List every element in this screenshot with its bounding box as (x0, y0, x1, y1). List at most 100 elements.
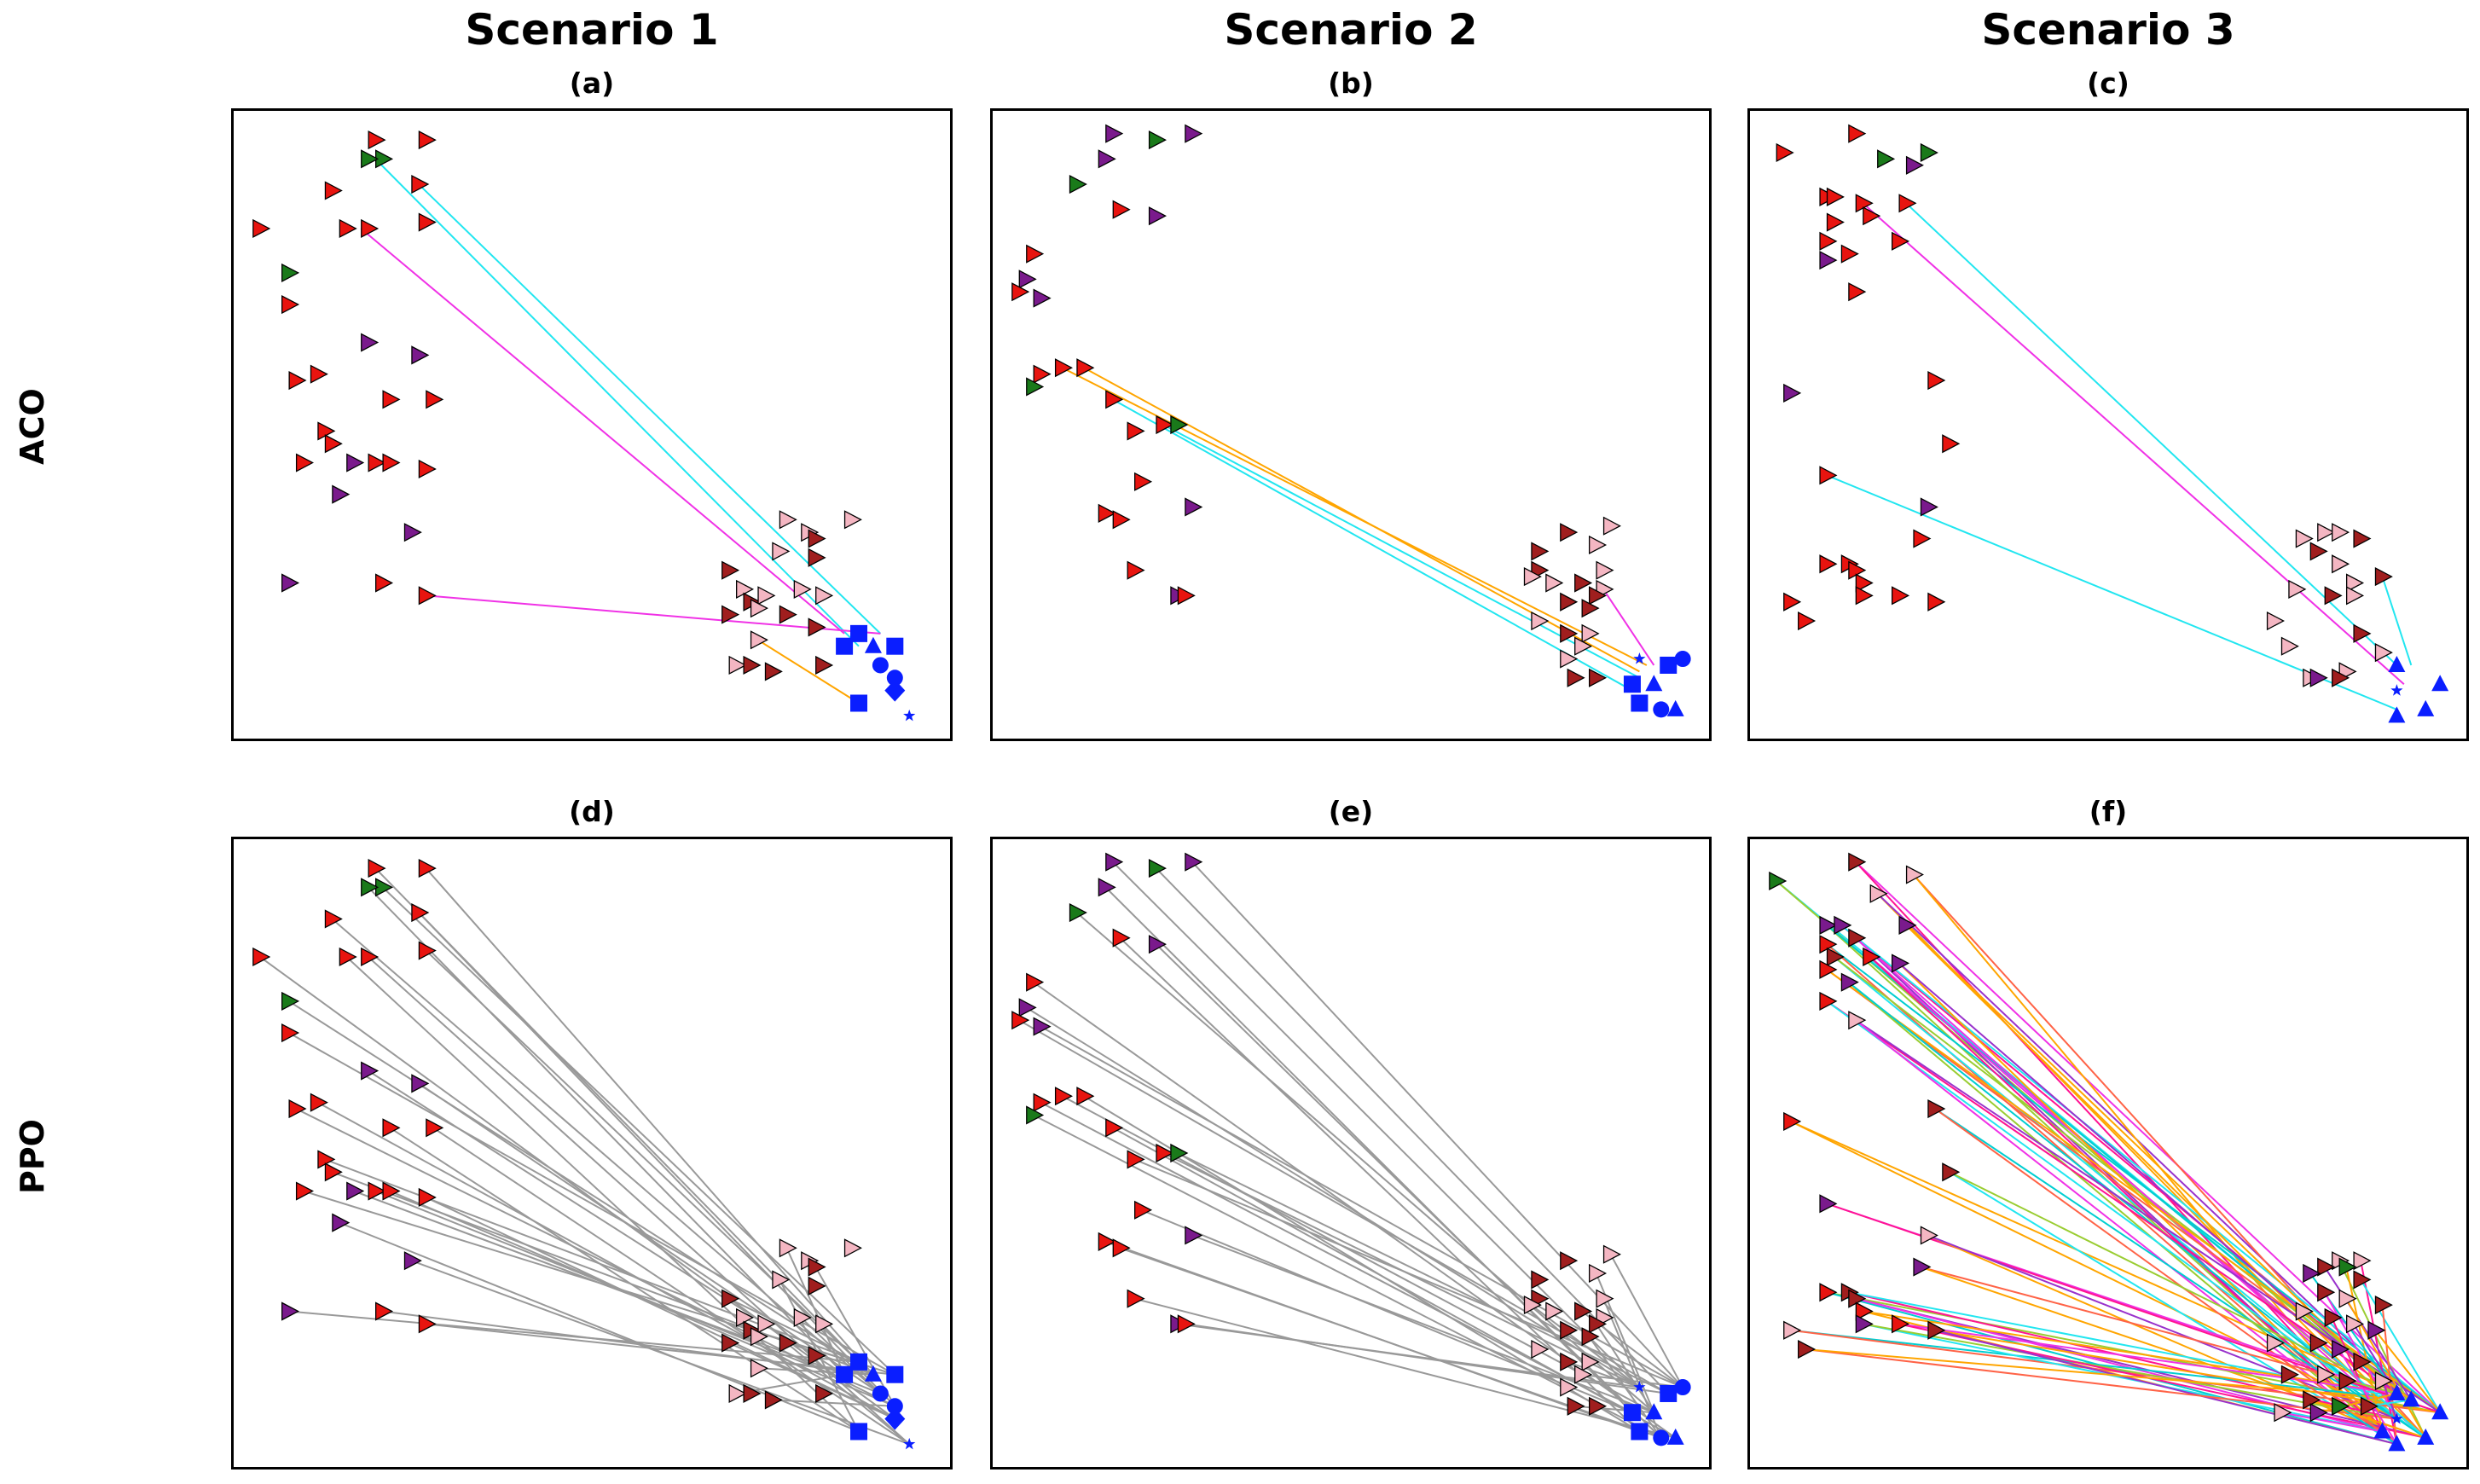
target-marker (1033, 364, 1052, 384)
target-marker (418, 212, 437, 232)
target-marker (339, 218, 357, 239)
target-marker (2353, 529, 2372, 548)
target-marker (815, 1314, 834, 1334)
target-marker (1892, 231, 1910, 251)
route-line (1949, 1171, 2397, 1446)
target-marker (252, 218, 271, 239)
panel-f (1747, 837, 2469, 1470)
target-marker (288, 370, 307, 391)
unit-circle-marker (886, 1398, 903, 1415)
target-marker (1848, 1011, 1867, 1030)
target-marker (2332, 668, 2350, 687)
route-line (1826, 1000, 2397, 1394)
target-marker (2345, 573, 2365, 593)
target-marker (411, 902, 430, 923)
unit-triangle-marker (1645, 675, 1663, 692)
target-marker (808, 1346, 826, 1365)
target-marker (1596, 1289, 1614, 1308)
unit-triangle-marker (864, 1365, 882, 1382)
target-marker (757, 586, 776, 606)
target-marker (1927, 592, 1946, 612)
target-marker (1819, 1194, 1838, 1214)
target-marker (1560, 592, 1579, 612)
unit-triangle-marker (2388, 655, 2406, 672)
target-marker (1018, 270, 1037, 289)
target-marker (281, 263, 300, 282)
target-marker (2266, 1333, 2285, 1353)
target-marker (426, 1118, 444, 1138)
route-line (324, 1158, 860, 1363)
target-marker (764, 662, 783, 681)
target-marker (1574, 636, 1593, 656)
unit-triangle-marker (864, 636, 882, 653)
target-marker (750, 1359, 768, 1378)
target-marker (2345, 586, 2365, 606)
target-marker (1105, 1118, 1124, 1138)
route-line (1863, 1323, 2383, 1433)
target-marker (1920, 142, 1938, 163)
target-marker (1581, 1327, 1600, 1347)
unit-square-marker (850, 624, 868, 642)
target-marker (426, 390, 444, 409)
target-marker (2280, 1365, 2299, 1384)
panel-label-b: (b) (1328, 67, 1374, 100)
target-marker (346, 1181, 365, 1201)
route-line (1898, 962, 2398, 1446)
target-marker (310, 364, 328, 384)
route-line (426, 1323, 895, 1376)
unit-circle-marker (1674, 651, 1691, 668)
route-line (1934, 1108, 2384, 1433)
route-line (1155, 867, 1669, 1394)
target-marker (1898, 915, 1917, 935)
route-line (1790, 1120, 2412, 1401)
target-marker (1588, 1396, 1608, 1416)
unit-triangle-marker (2388, 1435, 2406, 1452)
route-line (1855, 861, 2441, 1413)
target-marker (2274, 1403, 2292, 1423)
target-marker (1819, 554, 1838, 574)
unit-square-marker (850, 1353, 868, 1371)
target-marker (1855, 1301, 1874, 1321)
route-line (785, 1342, 910, 1446)
target-marker (1848, 124, 1867, 143)
target-marker (1098, 503, 1116, 523)
target-marker (1112, 200, 1131, 219)
target-marker (324, 181, 343, 200)
route-line (288, 1000, 874, 1376)
target-marker (750, 630, 768, 650)
plot-a (231, 108, 953, 741)
target-marker (1148, 935, 1167, 954)
target-marker (411, 345, 430, 365)
target-marker (1127, 1150, 1145, 1169)
target-marker (1574, 1365, 1593, 1384)
target-marker (1156, 414, 1174, 435)
target-marker (1105, 390, 1124, 409)
unit-star-marker (1633, 1381, 1646, 1393)
target-marker (1026, 244, 1045, 264)
target-marker (808, 1257, 826, 1277)
route-line (1025, 1006, 1640, 1388)
unit-circle-marker (872, 657, 889, 674)
plot-frame (1747, 837, 2469, 1470)
route-line (1191, 1234, 1654, 1414)
target-marker (1783, 592, 1802, 612)
target-marker (1545, 573, 1564, 593)
target-marker (808, 617, 826, 637)
target-marker (1127, 421, 1145, 441)
unit-diamond-marker (884, 679, 906, 702)
unit-star-marker (1633, 652, 1646, 664)
target-marker (1069, 902, 1087, 923)
target-marker (361, 333, 380, 352)
target-marker (361, 218, 380, 239)
plot-frame (1747, 108, 2469, 741)
unit-star-marker (903, 1437, 916, 1450)
target-marker (2309, 1333, 2328, 1353)
target-marker (1134, 472, 1153, 491)
unit-circle-marker (1653, 1429, 1670, 1446)
target-marker (1819, 251, 1838, 270)
unit-star-marker (2390, 1412, 2403, 1424)
target-marker (295, 1181, 314, 1201)
route-line (389, 1127, 860, 1433)
target-marker (1018, 998, 1037, 1017)
target-marker (843, 1238, 862, 1258)
